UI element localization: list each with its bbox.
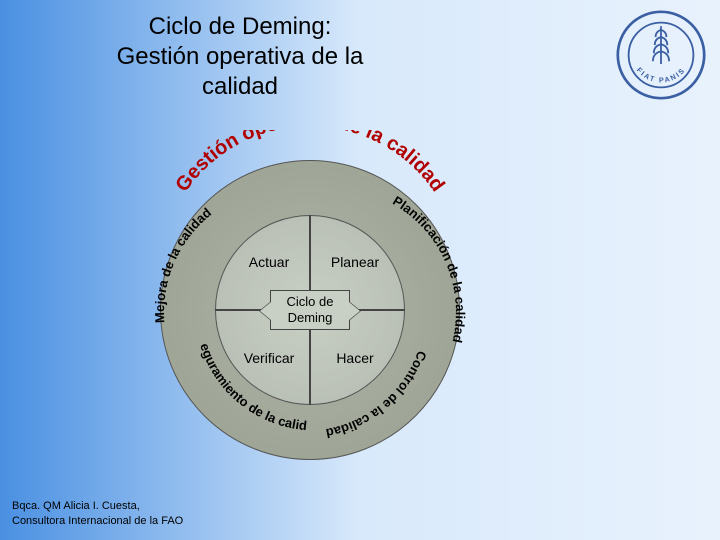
title-line: calidad xyxy=(202,73,278,100)
title-line: Ciclo de Deming: xyxy=(149,13,332,40)
title-line: Gestión operativa de la xyxy=(117,43,364,70)
center-line: Deming xyxy=(288,310,333,325)
quadrant-tr: Planear xyxy=(320,254,390,270)
deming-diagram: Gestión operativa de la calidad Mejora d… xyxy=(130,130,490,490)
svg-text:Mejora de la calidad: Mejora de la calidad xyxy=(152,205,214,324)
credit: Bqca. QM Alicia I. Cuesta, Consultora In… xyxy=(12,499,183,528)
fao-logo: FIAT PANIS xyxy=(616,10,706,100)
quadrant-tl: Actuar xyxy=(234,254,304,270)
credit-line: Bqca. QM Alicia I. Cuesta, xyxy=(12,500,140,512)
center-line: Ciclo de xyxy=(287,294,334,309)
quadrant-br: Hacer xyxy=(320,350,390,366)
center-label: Ciclo de Deming xyxy=(270,290,350,330)
ring-text-tl: Mejora de la calidad xyxy=(152,205,214,324)
quadrant-bl: Verificar xyxy=(234,350,304,366)
credit-line: Consultora Internacional de la FAO xyxy=(12,515,183,527)
page-title: Ciclo de Deming: Gestión operativa de la… xyxy=(90,12,390,102)
